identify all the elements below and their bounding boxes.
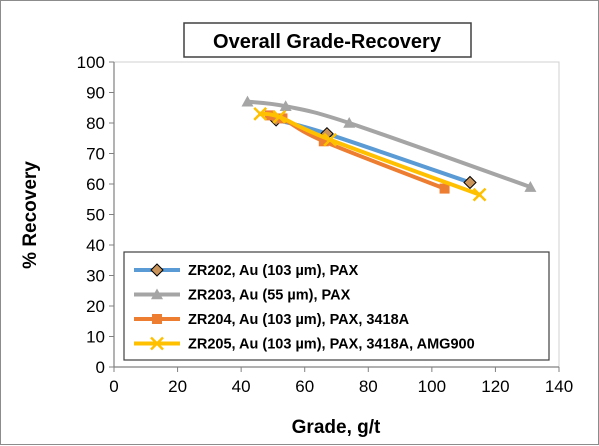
- series-line: [245, 99, 533, 190]
- data-point-triangle: [279, 100, 292, 112]
- y-tick-label: 20: [86, 297, 105, 316]
- legend-entry: ZR202, Au (103 µm), PAX: [134, 263, 359, 279]
- legend-label: ZR205, Au (103 µm), PAX, 3418A, AMG900: [188, 337, 475, 353]
- legend-entry: ZR203, Au (55 µm), PAX: [134, 288, 351, 304]
- legend-box: [123, 251, 550, 361]
- x-tick-label: 0: [109, 377, 118, 396]
- y-tick-label: 70: [86, 145, 105, 164]
- y-tick-label: 90: [86, 84, 105, 103]
- data-point-triangle: [343, 117, 356, 128]
- legend-entry: ZR204, Au (103 µm), PAX, 3418A: [134, 312, 410, 328]
- data-point-x-stroke: [323, 132, 338, 147]
- data-point-triangle: [241, 95, 254, 107]
- legend-entry: ZR205, Au (103 µm), PAX, 3418A, AMG900: [134, 337, 475, 353]
- data-point-square: [439, 183, 450, 194]
- data-point-x: [323, 132, 338, 147]
- legend: ZR202, Au (103 µm), PAX ZR203, Au (55 µm)…: [123, 251, 550, 361]
- chart-title: Overall Grade-Recovery: [213, 31, 442, 53]
- y-tick-label: 50: [86, 206, 105, 225]
- data-point-x-stroke: [150, 336, 164, 351]
- series-4: [253, 106, 487, 202]
- y-tick-label: 0: [96, 358, 105, 377]
- data-point-x-stroke: [253, 106, 268, 121]
- x-tick-label: 40: [232, 377, 251, 396]
- data-point-square: [318, 136, 329, 147]
- x-axis-title: Grade, g/t: [292, 417, 381, 438]
- x-tick-label: 20: [168, 377, 187, 396]
- chart-title-box: Overall Grade-Recovery: [183, 22, 472, 58]
- legend-label: ZR204, Au (103 µm), PAX, 3418A: [188, 312, 410, 328]
- data-point-triangle: [524, 181, 537, 192]
- data-point-x: [253, 106, 268, 121]
- data-point-x: [150, 336, 164, 351]
- data-point-triangle: [151, 288, 163, 300]
- y-tick-label: 60: [86, 175, 105, 194]
- axes: 0 10 20 30 40 50 60 70 80 90 100 0 20 40 60 80 100 120 140: [77, 53, 574, 396]
- x-tick-label: 100: [418, 377, 446, 396]
- data-point-square: [152, 314, 162, 324]
- data-point-diamond: [463, 175, 477, 190]
- series-2: [241, 95, 537, 192]
- legend-label: ZR203, Au (55 µm), PAX: [188, 288, 351, 304]
- data-point-x-stroke: [472, 187, 487, 202]
- data-point-x: [272, 110, 287, 124]
- legend-label: ZR202, Au (103 µm), PAX: [188, 263, 359, 279]
- y-axis-title: % Recovery: [20, 161, 41, 269]
- data-point-x: [472, 187, 487, 202]
- y-tick-label: 40: [86, 236, 105, 255]
- x-tick-label: 80: [359, 377, 378, 396]
- y-tick-label: 80: [86, 114, 105, 133]
- data-point-diamond: [150, 263, 164, 277]
- x-tick-label: 60: [295, 377, 314, 396]
- data-point-x-stroke: [272, 110, 287, 124]
- y-tick-label: 100: [77, 53, 105, 72]
- x-tick-label: 120: [481, 377, 509, 396]
- x-tick-label: 140: [545, 377, 573, 396]
- series-line: [258, 111, 482, 197]
- y-tick-label: 30: [86, 267, 105, 286]
- y-tick-label: 10: [86, 328, 105, 347]
- series-layer: [241, 95, 537, 202]
